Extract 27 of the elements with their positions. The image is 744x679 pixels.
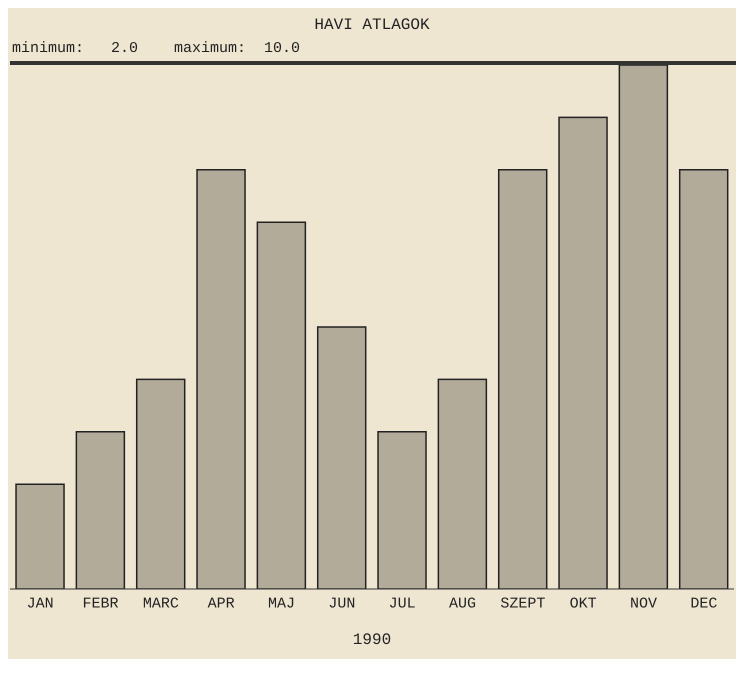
x-tick-label: SZEPT (500, 596, 546, 613)
bar (256, 221, 306, 589)
bar (438, 378, 488, 589)
bar (316, 326, 366, 589)
x-tick-label: OKT (570, 596, 597, 613)
bar (377, 431, 427, 589)
x-tick-label: JAN (26, 596, 54, 613)
bar (678, 169, 728, 589)
bar (15, 483, 65, 589)
x-tick-label: FEBR (82, 596, 119, 613)
bar (558, 116, 608, 589)
bar (76, 431, 126, 589)
x-tick-label: DEC (690, 596, 718, 613)
bar (196, 169, 246, 589)
x-tick-label: AUG (448, 596, 476, 613)
x-tick-label: MARC (142, 596, 179, 613)
x-tick-label: JUL (388, 596, 416, 613)
chart-title: HAVI ATLAGOK (313, 15, 431, 34)
x-tick-label: NOV (630, 596, 658, 613)
x-tick-label: JUN (328, 596, 356, 613)
bar (618, 65, 668, 589)
x-tick-label: MAJ (268, 596, 296, 613)
text: minimum: 2.0 maximum: 10.0 (11, 40, 302, 57)
bar (136, 378, 186, 589)
x-tick-label: APR (208, 596, 235, 613)
x-axis-title: 1990 (352, 630, 392, 651)
bar (498, 169, 548, 589)
